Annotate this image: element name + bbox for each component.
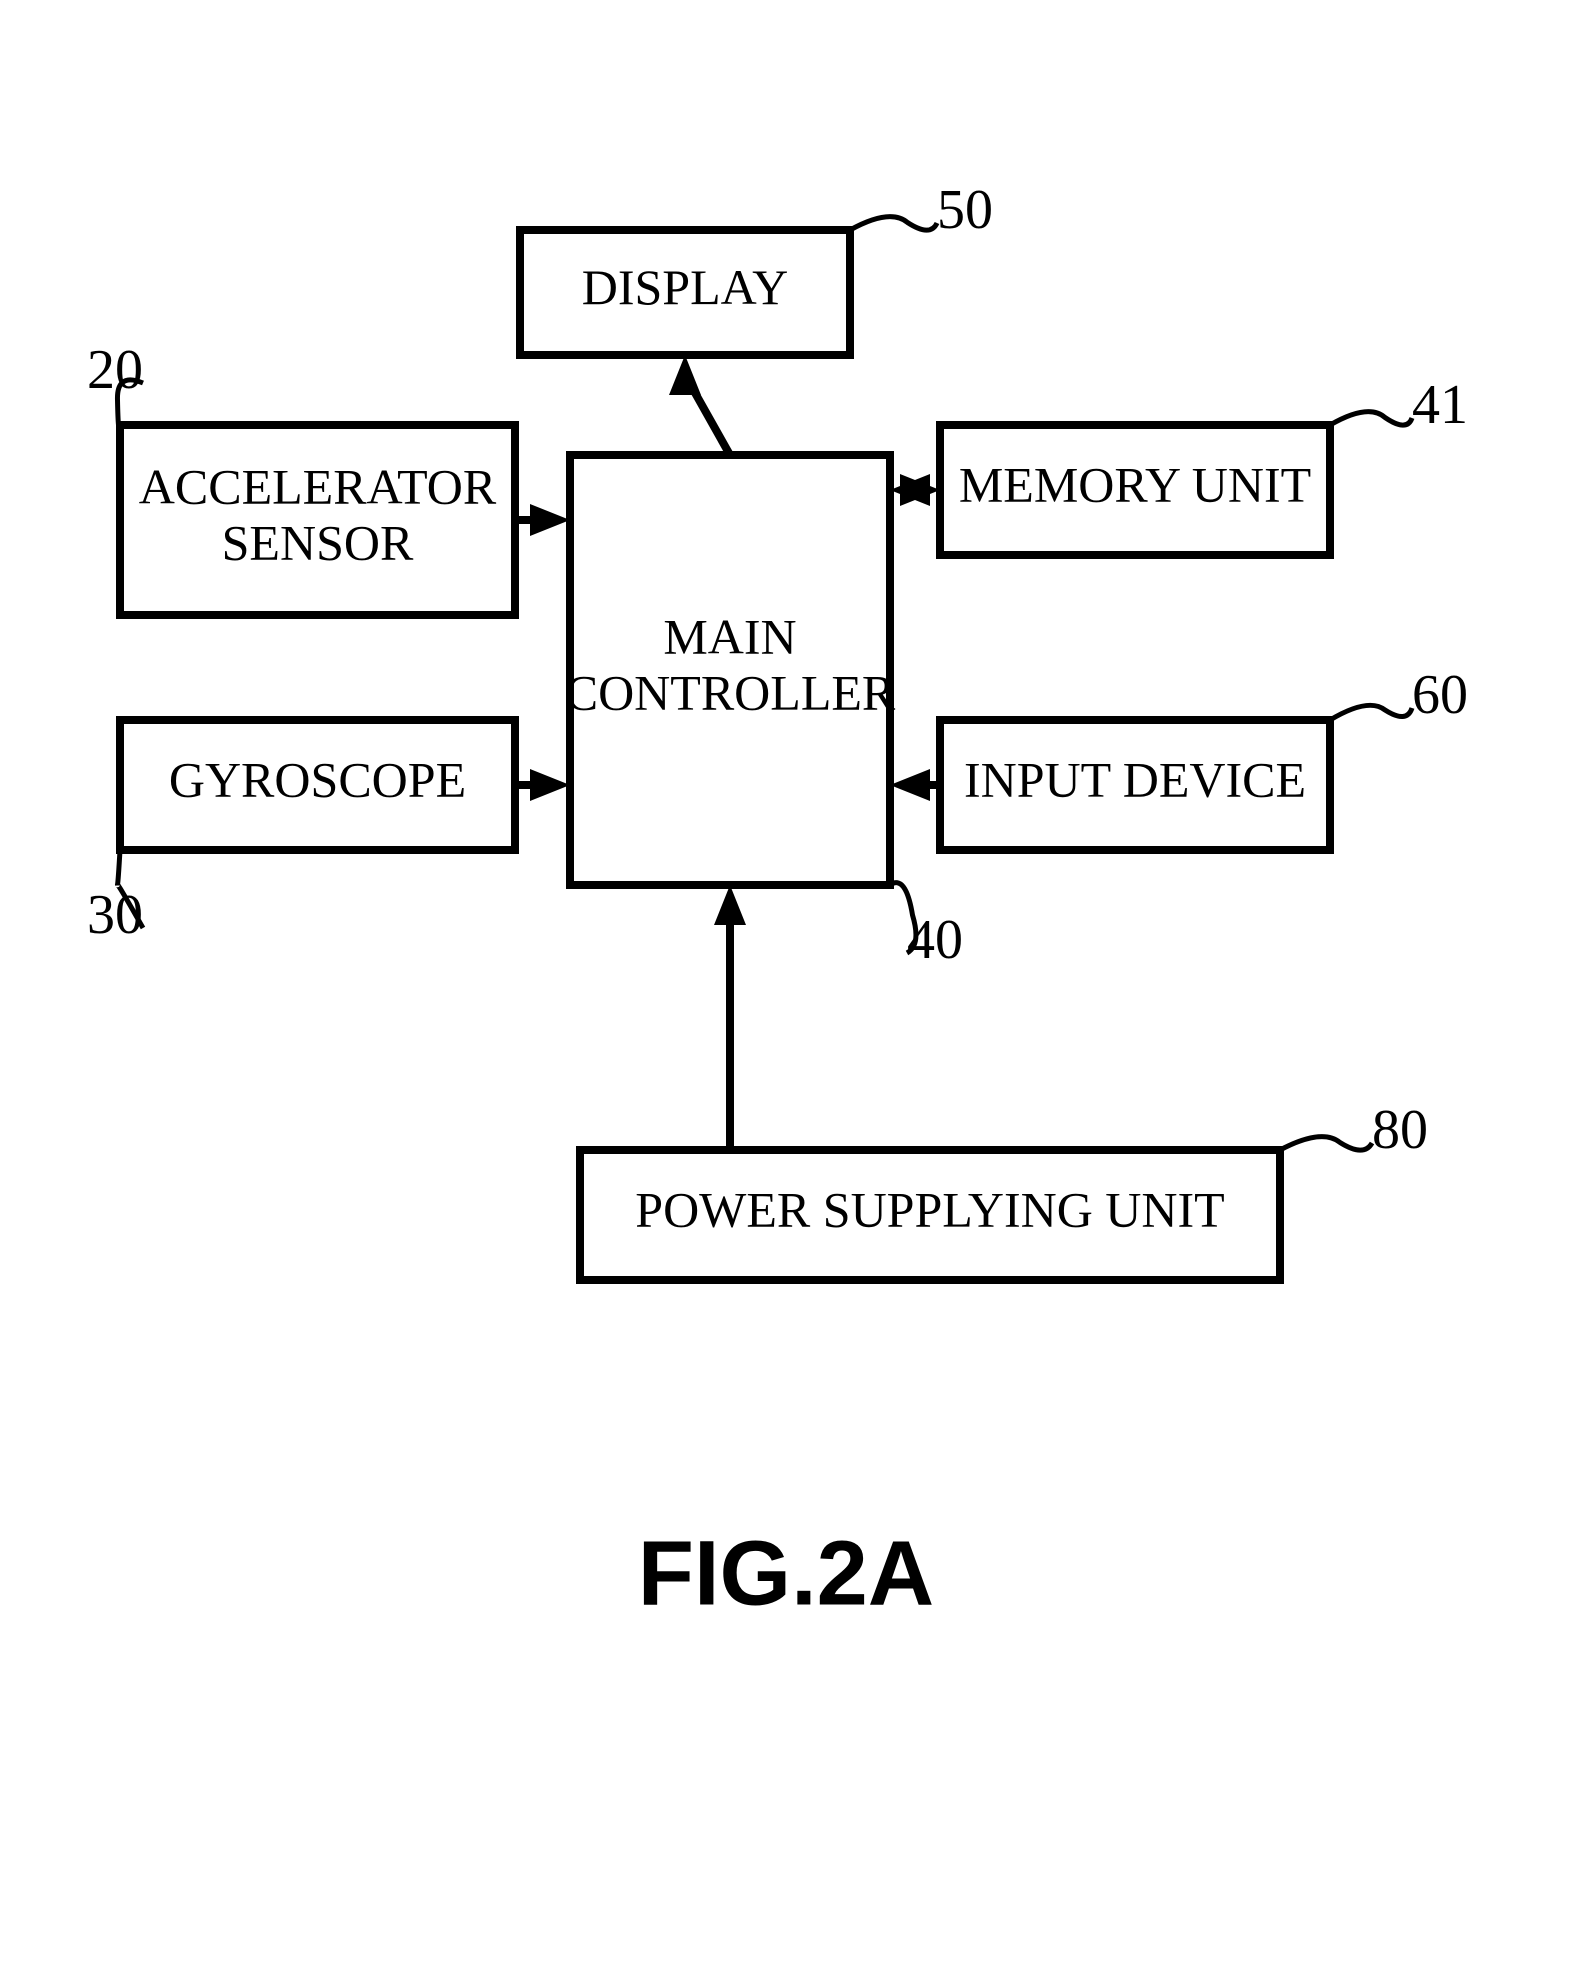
arrowhead [530, 504, 570, 536]
block-memory: MEMORY UNIT [940, 425, 1330, 555]
block-label-memory: MEMORY UNIT [959, 456, 1311, 512]
block-gyro: GYROSCOPE [120, 720, 515, 850]
block-power: POWER SUPPLYING UNIT [580, 1150, 1280, 1280]
ref-leader-60 [1330, 705, 1412, 720]
block-main: MAINCONTROLLER [565, 455, 896, 885]
ref-label-60: 60 [1412, 664, 1468, 726]
block-accel: ACCELERATORSENSOR [120, 425, 515, 615]
block-label-accel: ACCELERATOR [139, 458, 497, 514]
block-label-main: MAIN [663, 608, 796, 664]
block-label-input: INPUT DEVICE [964, 751, 1306, 807]
ref-leader-41 [1330, 412, 1412, 426]
figure-label: FIG.2A [638, 1522, 934, 1624]
arrowhead [890, 769, 930, 801]
block-input: INPUT DEVICE [940, 720, 1330, 850]
arrowhead [714, 885, 746, 925]
block-label-display: DISPLAY [582, 259, 789, 315]
ref-leader-80 [1280, 1137, 1372, 1151]
ref-label-50: 50 [937, 179, 993, 241]
ref-label-80: 80 [1372, 1099, 1428, 1161]
block-label-gyro: GYROSCOPE [169, 751, 466, 807]
block-label-accel: SENSOR [222, 514, 414, 570]
ref-label-41: 41 [1412, 374, 1468, 436]
block-label-main: CONTROLLER [565, 664, 896, 720]
ref-label-30: 30 [87, 884, 143, 946]
arrowhead [669, 355, 701, 395]
ref-label-40: 40 [907, 909, 963, 971]
arrowhead [530, 769, 570, 801]
ref-label-20: 20 [87, 339, 143, 401]
block-label-power: POWER SUPPLYING UNIT [635, 1181, 1224, 1237]
block-display: DISPLAY [520, 230, 850, 355]
ref-leader-50 [850, 217, 937, 231]
